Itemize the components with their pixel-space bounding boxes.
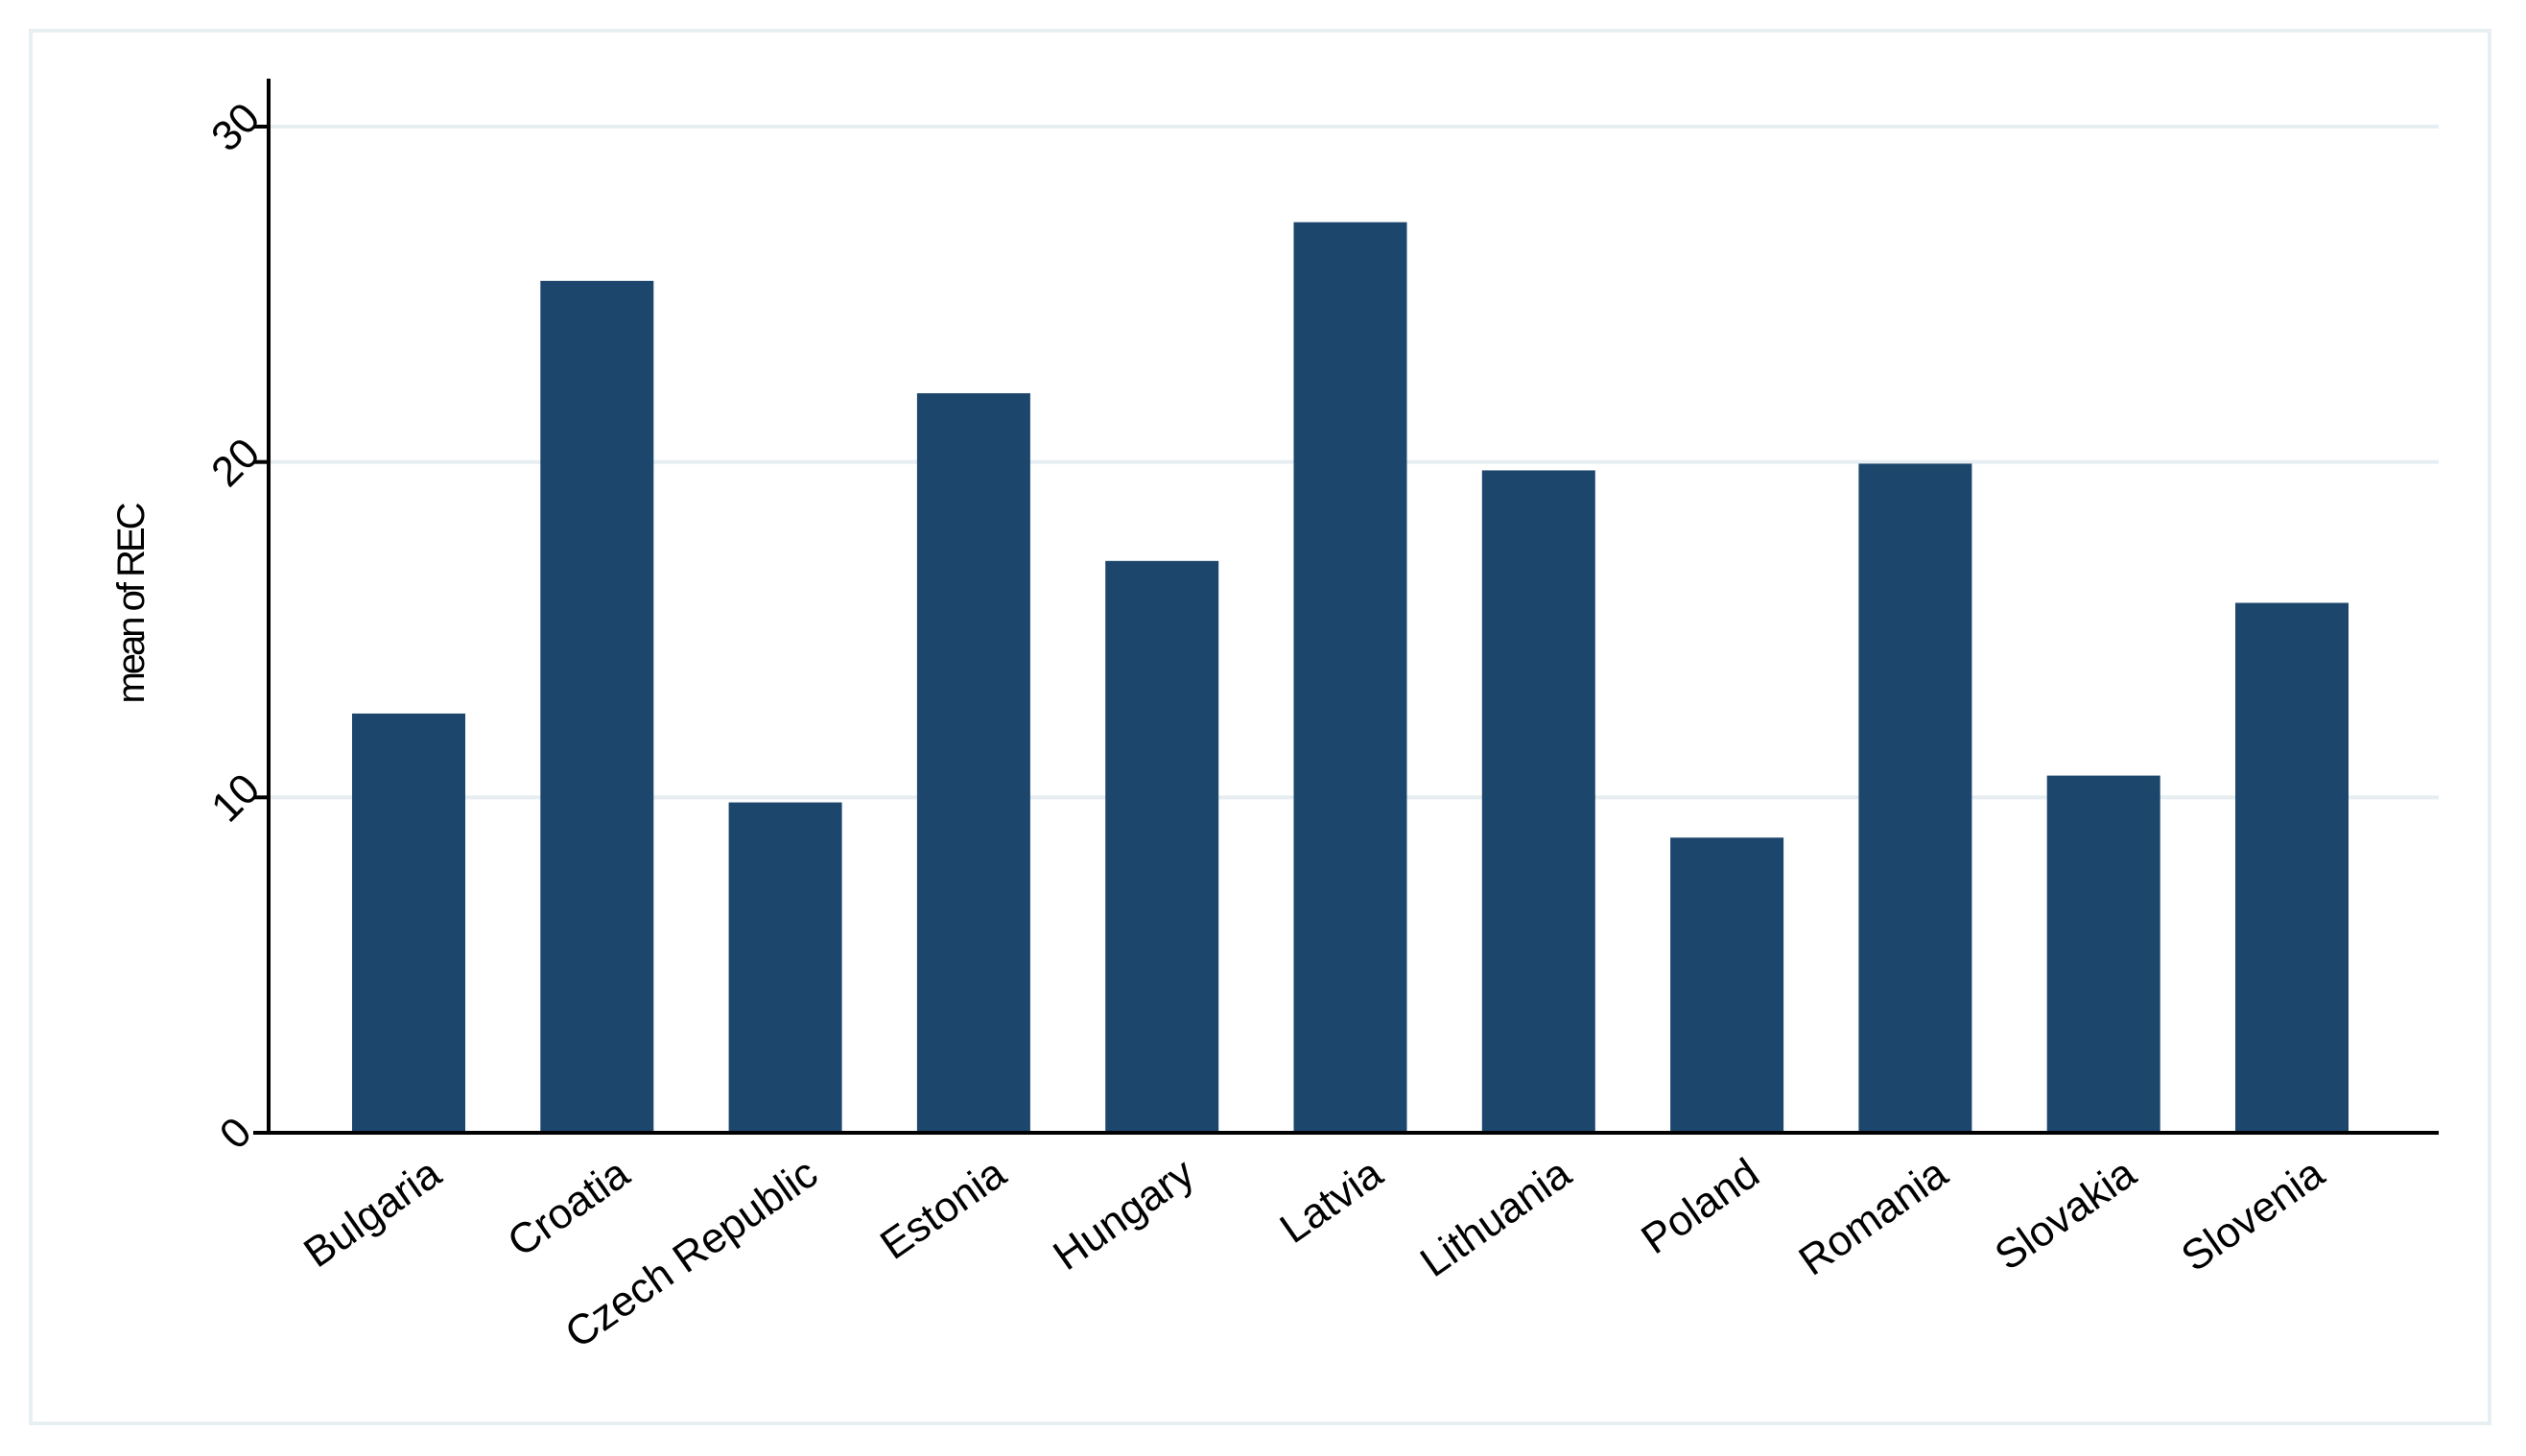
axes bbox=[267, 79, 2439, 1135]
bar-bulgaria bbox=[352, 713, 465, 1133]
x-tick-label: Poland bbox=[1633, 1149, 1767, 1263]
x-tick-label: Croatia bbox=[499, 1149, 638, 1266]
bar-slovakia bbox=[2046, 775, 2160, 1133]
bar-latvia bbox=[1293, 222, 1407, 1133]
x-tick-label: Slovenia bbox=[2173, 1149, 2333, 1280]
x-tick-label: Romania bbox=[1790, 1149, 1956, 1284]
y-axis-title: mean of REC bbox=[110, 503, 153, 703]
y-tick-label: 20 bbox=[202, 430, 269, 496]
y-tick-label: 0 bbox=[211, 1109, 261, 1159]
bar-croatia bbox=[540, 280, 654, 1133]
x-tick-label: Bulgaria bbox=[295, 1149, 450, 1277]
x-tick-label: Hungary bbox=[1045, 1149, 1202, 1280]
y-tick-label: 30 bbox=[202, 94, 269, 160]
x-tick-label: Estonia bbox=[872, 1149, 1015, 1269]
y-tick-label: 10 bbox=[202, 764, 269, 831]
x-tick-label: Lithuania bbox=[1412, 1149, 1580, 1286]
x-tick-label: Latvia bbox=[1272, 1149, 1392, 1253]
bar-czech-republic bbox=[728, 802, 842, 1133]
bar-estonia bbox=[916, 392, 1030, 1133]
x-tick-label: Slovakia bbox=[1987, 1149, 2145, 1280]
bars bbox=[352, 222, 2349, 1133]
bar-hungary bbox=[1105, 560, 1219, 1133]
bar-poland bbox=[1670, 837, 1784, 1133]
bar-slovenia bbox=[2235, 602, 2349, 1133]
y-axis-ticks: 0 10 20 30 bbox=[202, 94, 269, 1159]
bar-romania bbox=[1858, 463, 1972, 1133]
bar-lithuania bbox=[1481, 470, 1595, 1133]
